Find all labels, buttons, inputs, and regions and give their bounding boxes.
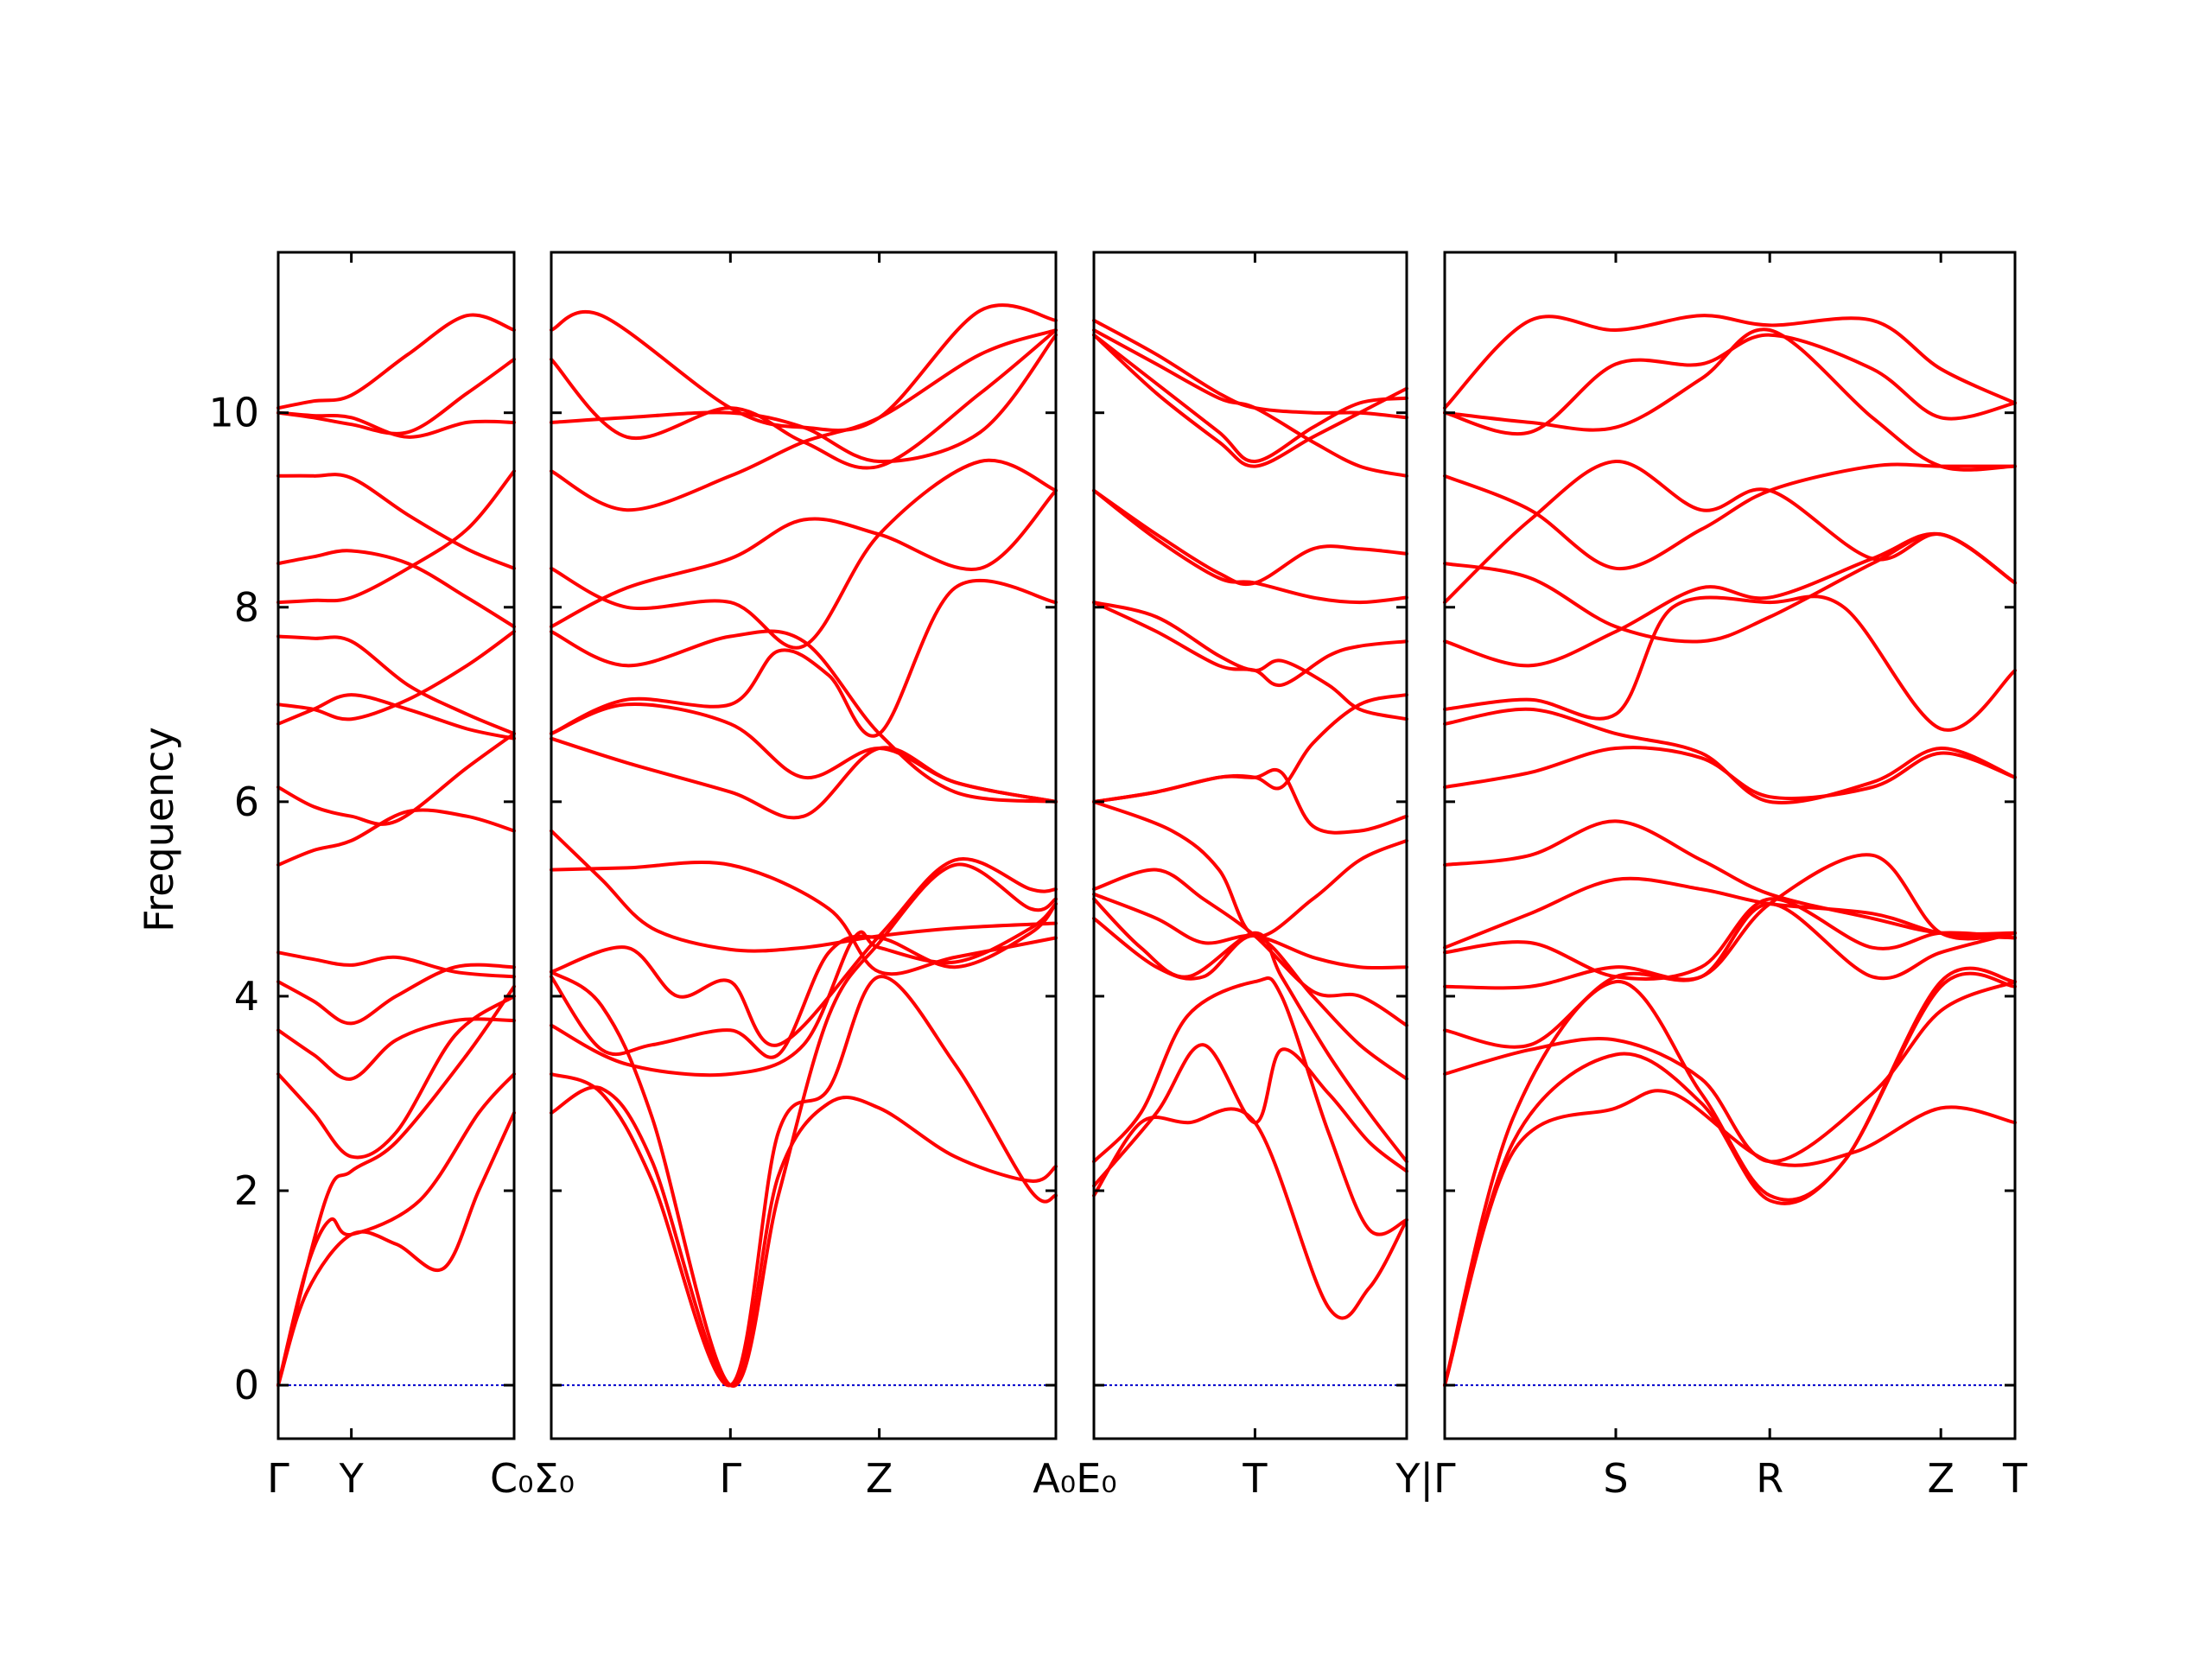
- band-line-7: [1092, 799, 1408, 938]
- y-tick-label: 8: [234, 584, 259, 631]
- band-line-11: [1443, 707, 2017, 804]
- k-point-label: R: [1756, 1455, 1783, 1502]
- y-axis: 0 2 4 6 8 10: [208, 390, 259, 1408]
- k-point-label: Y: [339, 1455, 365, 1502]
- band-line-2: [1092, 976, 1408, 1236]
- k-point-label: Z: [1927, 1455, 1955, 1502]
- band-line-5: [276, 1017, 516, 1081]
- band-line-6: [1443, 853, 2017, 990]
- band-line-17: [276, 410, 516, 439]
- band-line-4: [276, 994, 516, 1160]
- band-line-1: [276, 1111, 516, 1388]
- band-line-14: [1443, 531, 2017, 644]
- band-line-18: [1092, 333, 1408, 468]
- band-line-8: [1092, 892, 1408, 970]
- band-line-4: [1443, 980, 2017, 1164]
- y-tick-label: 6: [234, 779, 259, 825]
- band-line-11: [550, 578, 1058, 738]
- band-line-13: [276, 469, 516, 605]
- band-line-10: [1092, 693, 1408, 804]
- band-line-15: [276, 473, 516, 570]
- k-boundary-label: A₀E₀: [1033, 1455, 1116, 1502]
- band-line-10: [550, 702, 1058, 804]
- band-line-14: [550, 458, 1058, 650]
- band-line-12: [1092, 601, 1408, 721]
- band-line-5: [1092, 916, 1408, 1081]
- y-tick-label: 0: [234, 1362, 259, 1408]
- band-line-15: [1092, 333, 1408, 464]
- band-line-5: [550, 902, 1058, 1059]
- panel-frame: [1092, 251, 1408, 1440]
- y-axis-title: Frequency: [136, 727, 182, 932]
- band-line-13: [1092, 488, 1408, 587]
- k-point-label: Z: [866, 1455, 893, 1502]
- band-line-12: [276, 634, 516, 736]
- panel-frame: [276, 251, 516, 1440]
- band-line-1: [550, 1085, 1058, 1388]
- band-line-11: [1092, 601, 1408, 688]
- k-boundary-label: C₀Σ₀: [490, 1455, 575, 1502]
- band-line-12: [550, 629, 1058, 804]
- panel-frame: [550, 251, 1058, 1440]
- band-line-2: [276, 1072, 516, 1388]
- band-line-12: [1443, 594, 2017, 732]
- band-line-18: [1443, 333, 2017, 435]
- band-line-1: [1443, 1089, 2017, 1388]
- band-line-8: [550, 861, 1058, 976]
- band-line-14: [276, 549, 516, 629]
- band-line-14: [1092, 488, 1408, 605]
- band-line-10: [276, 693, 516, 741]
- band-line-8: [276, 808, 516, 867]
- panel-frame: [1443, 251, 2017, 1440]
- band-line-2: [1443, 971, 2017, 1388]
- band-line-9: [1092, 767, 1408, 835]
- band-line-18: [276, 313, 516, 410]
- band-line-17: [550, 328, 1058, 470]
- k-point-label: Γ: [719, 1455, 741, 1502]
- y-tick-label: 4: [234, 973, 259, 1020]
- k-boundary-label: Γ: [267, 1455, 289, 1502]
- band-line-9: [276, 732, 516, 826]
- band-line-3: [276, 984, 516, 1388]
- band-line-9: [1443, 876, 2017, 950]
- k-point-label: S: [1603, 1455, 1628, 1502]
- band-line-16: [550, 333, 1058, 464]
- band-line-6: [550, 857, 1058, 1047]
- band-line-13: [550, 488, 1058, 629]
- band-line-3: [1092, 1043, 1408, 1188]
- panel-3: T: [1092, 251, 1408, 1502]
- y-tick-label: 10: [208, 390, 259, 436]
- band-line-2: [550, 975, 1058, 1388]
- band-line-3: [550, 862, 1058, 1388]
- band-line-16: [1443, 462, 2017, 570]
- band-line-15: [1443, 459, 2017, 605]
- band-line-7: [550, 829, 1058, 953]
- band-line-18: [550, 303, 1058, 433]
- k-boundary-label: T: [2002, 1455, 2028, 1502]
- band-line-8: [1443, 819, 2017, 937]
- panels-layer: Γ Y Γ Z T S R ZΓ C₀Σ₀ A₀E₀ Y|Γ T: [267, 251, 2028, 1503]
- band-line-6: [276, 963, 516, 1026]
- band-line-5: [1443, 902, 2017, 1049]
- k-point-label: Γ: [267, 1455, 289, 1502]
- band-line-7: [1443, 897, 2017, 981]
- band-line-15: [550, 328, 1058, 512]
- band-line-11: [276, 629, 516, 721]
- band-line-7: [276, 950, 516, 979]
- band-line-3: [1443, 966, 2017, 1388]
- y-tick-label: 2: [234, 1167, 259, 1214]
- k-boundary-label: Y|Γ: [1395, 1455, 1456, 1503]
- band-line-1: [1092, 1107, 1408, 1320]
- band-line-19: [1443, 314, 2017, 410]
- k-point-label: T: [1242, 1455, 1268, 1502]
